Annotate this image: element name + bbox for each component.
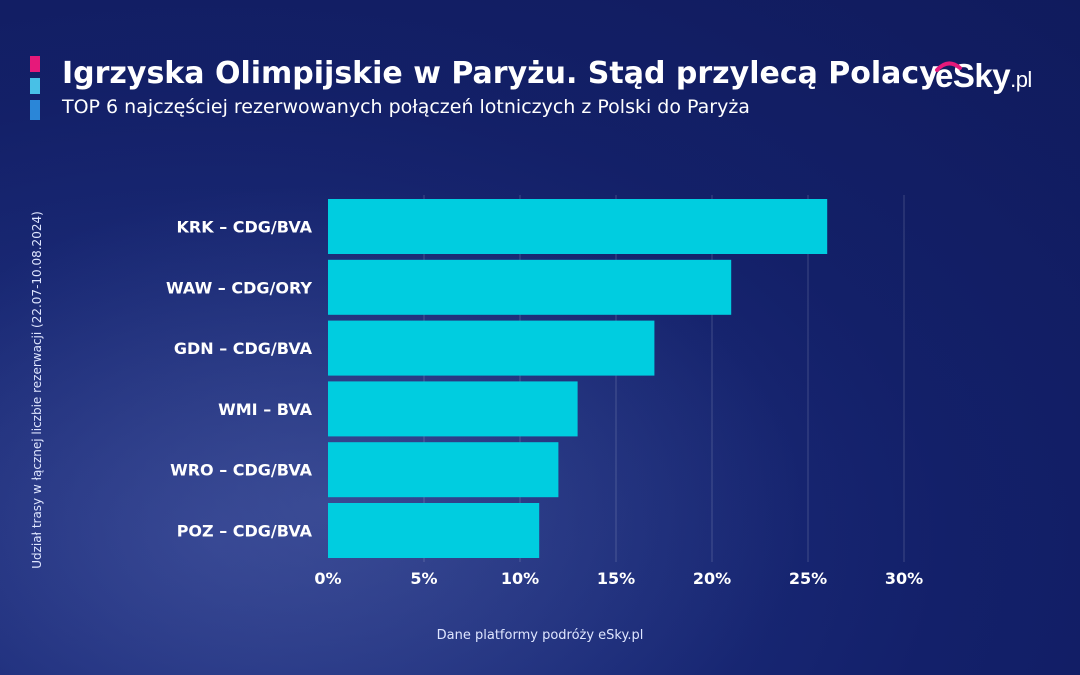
category-label: WMI – BVA: [218, 400, 313, 419]
x-tick-label: 0%: [314, 569, 341, 588]
bar: [328, 442, 559, 498]
accent-bar-pink: [30, 56, 40, 72]
bar-chart: KRK – CDG/BVA WAW – CDG/ORY GDN – CDG/BVA W…: [30, 199, 923, 588]
x-tick-label: 25%: [789, 569, 827, 588]
accent-bar-cyan: [30, 78, 40, 94]
x-tick-label: 5%: [410, 569, 437, 588]
source-note: Dane platformy podróży eSky.pl: [436, 628, 644, 643]
category-label: WAW – CDG/ORY: [166, 278, 312, 297]
x-tick-label: 20%: [693, 569, 731, 588]
bar: [328, 320, 655, 376]
x-tick-label: 30%: [885, 569, 923, 588]
category-label: GDN – CDG/BVA: [174, 339, 313, 358]
chart-subtitle: TOP 6 najczęściej rezerwowanych połączeń…: [62, 96, 750, 118]
logo-suffix: .pl: [1010, 67, 1032, 92]
esky-logo: eSky.pl: [935, 52, 1055, 100]
bar: [328, 199, 828, 254]
bar: [328, 381, 578, 437]
category-label: POZ – CDG/BVA: [177, 522, 313, 541]
bar: [328, 259, 732, 315]
x-tick-label: 15%: [597, 569, 635, 588]
bar: [328, 503, 540, 558]
y-axis-label: Udział trasy w łącznej liczbie rezerwacj…: [30, 211, 44, 569]
category-label: WRO – CDG/BVA: [170, 461, 313, 480]
x-tick-label: 10%: [501, 569, 539, 588]
category-label: KRK – CDG/BVA: [177, 218, 313, 237]
esky-swoosh-icon: [935, 61, 962, 72]
accent-bar-blue: [30, 100, 40, 120]
chart-title: Igrzyska Olimpijskie w Paryżu. Stąd przy…: [62, 56, 939, 91]
